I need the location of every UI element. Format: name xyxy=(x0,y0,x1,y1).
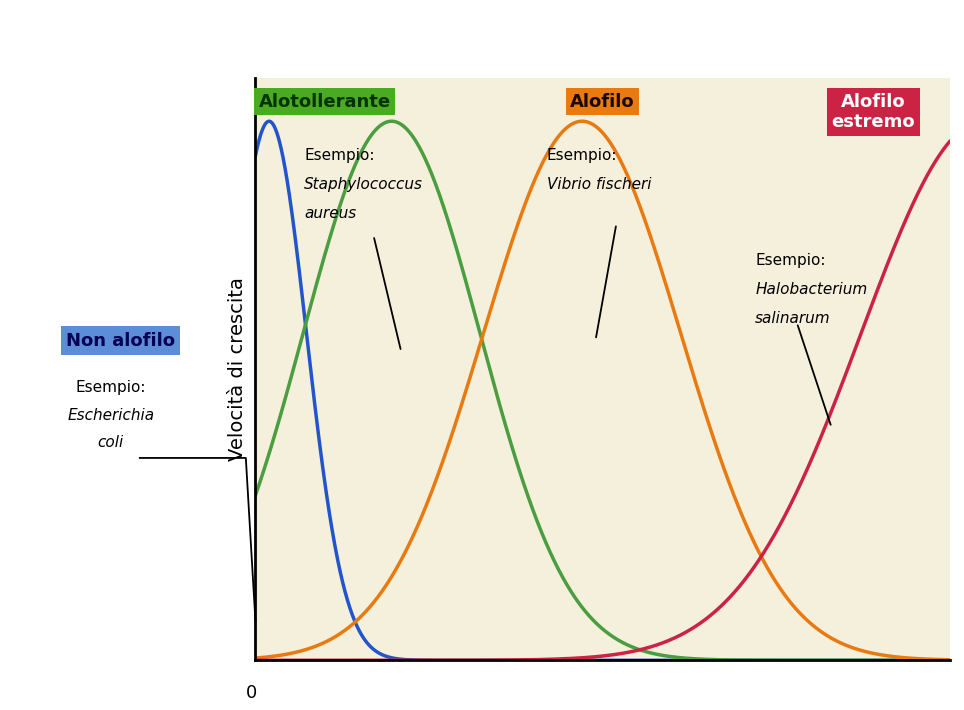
Text: Staphylococcus: Staphylococcus xyxy=(304,177,423,192)
Text: salinarum: salinarum xyxy=(755,311,831,326)
Text: Alofilo: Alofilo xyxy=(570,93,635,111)
Text: Esempio:: Esempio: xyxy=(547,148,618,163)
Text: aureus: aureus xyxy=(304,206,357,222)
Text: Vibrio fischeri: Vibrio fischeri xyxy=(547,177,652,192)
Text: Alotollerante: Alotollerante xyxy=(258,93,391,111)
Text: coli: coli xyxy=(97,435,124,450)
Text: 0: 0 xyxy=(247,684,257,701)
Text: Esempio:: Esempio: xyxy=(755,253,826,268)
Text: Esempio:: Esempio: xyxy=(75,380,147,395)
Text: Non alofilo: Non alofilo xyxy=(66,332,175,350)
Text: Alofilo
estremo: Alofilo estremo xyxy=(831,93,915,131)
Text: Esempio:: Esempio: xyxy=(304,148,375,163)
Text: Escherichia: Escherichia xyxy=(67,408,154,423)
Y-axis label: Velocità di crescita: Velocità di crescita xyxy=(228,278,247,461)
Text: Halobacterium: Halobacterium xyxy=(755,282,868,297)
